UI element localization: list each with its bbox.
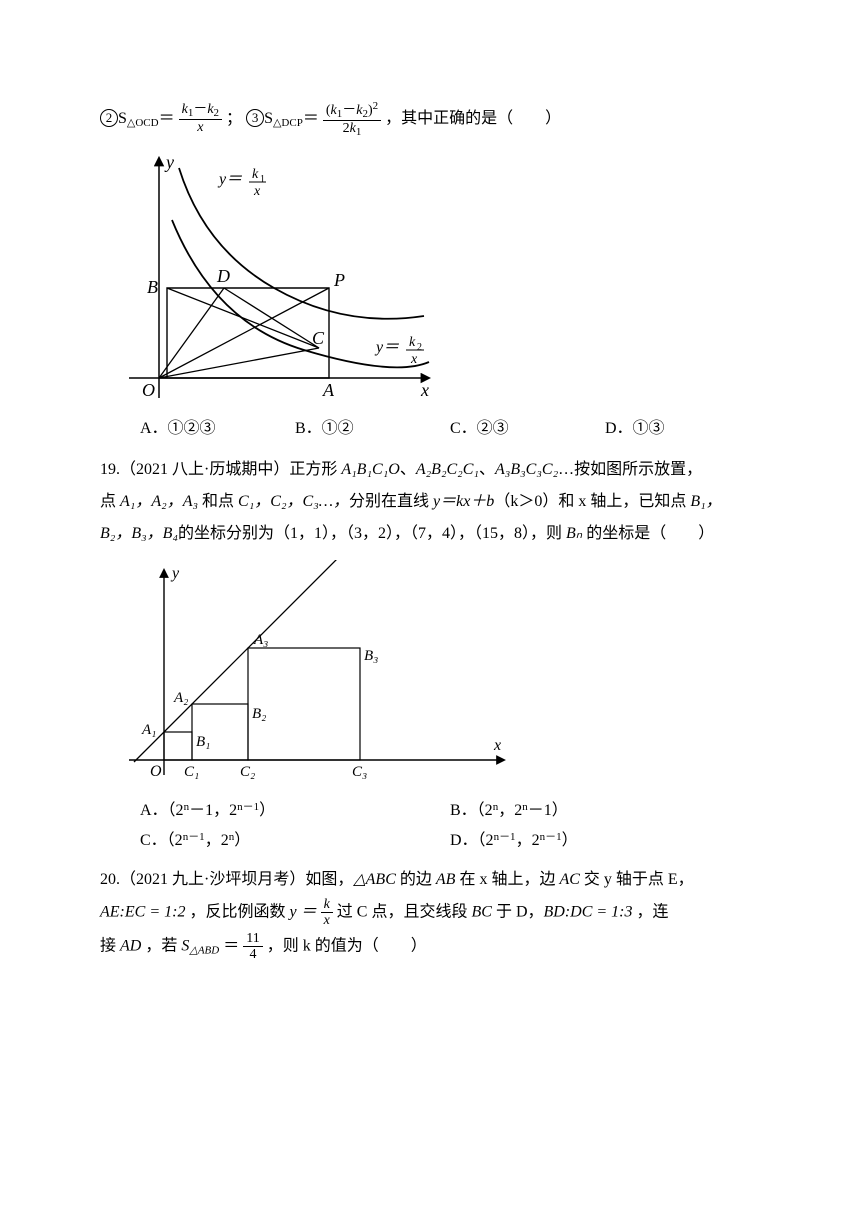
- q20-line2: AE:EC = 1:2 ，反比例函数 y ＝ k x 过 C 点，且交线段 BC…: [100, 897, 760, 929]
- q18-statements: 2②SS△OCD＝ k1－k2 x ； 3S△DCP＝ (k1－k2)2 2k1…: [100, 100, 760, 138]
- q19-opt-d[interactable]: D．（2n－1，2n－1）: [450, 826, 760, 856]
- q19-opt-b[interactable]: B．（2n，2n－1）: [450, 796, 760, 826]
- svg-text:x: x: [420, 380, 429, 400]
- svg-text:y: y: [164, 152, 174, 172]
- svg-text:A₁: A₁: [141, 722, 156, 738]
- circled-3: 3: [246, 109, 264, 127]
- svg-text:A: A: [322, 380, 335, 400]
- q18-diagram: O A B D P C x y y＝ k1 x y＝ k2 x: [124, 148, 760, 408]
- q19-opt-a[interactable]: A．（2n－1，2n－1）: [140, 796, 450, 826]
- svg-text:k: k: [252, 167, 259, 182]
- svg-text:A₃: A₃: [253, 632, 268, 648]
- q18-opt-d[interactable]: D．①③: [605, 414, 760, 444]
- sub-ocd: △OCD: [127, 117, 159, 129]
- svg-text:k: k: [409, 335, 416, 350]
- q18-opt-a[interactable]: A．①②③: [140, 414, 295, 444]
- q18-opt-c[interactable]: C．②③: [450, 414, 605, 444]
- svg-text:C₃: C₃: [352, 764, 367, 780]
- circled-2: 2: [100, 109, 118, 127]
- q20-line1: 20.（2021 九上·沙坪坝月考）如图，△ABC 的边 AB 在 x 轴上，边…: [100, 865, 760, 895]
- svg-text:x: x: [253, 184, 261, 199]
- eq2: ＝: [303, 110, 319, 127]
- q20-frac: k x: [321, 897, 333, 929]
- svg-text:B₂: B₂: [252, 706, 266, 722]
- svg-text:O: O: [142, 380, 155, 400]
- svg-text:C: C: [312, 328, 325, 348]
- svg-text:x: x: [493, 737, 501, 754]
- svg-text:D: D: [216, 266, 230, 286]
- q19-opt-c[interactable]: C．（2n－1，2n）: [140, 826, 450, 856]
- svg-text:A₂: A₂: [173, 690, 188, 706]
- svg-text:y＝: y＝: [374, 339, 399, 356]
- svg-text:B₁: B₁: [196, 734, 210, 750]
- q18-opt-b[interactable]: B．①②: [295, 414, 450, 444]
- q18-options: A．①②③ B．①② C．②③ D．①③: [140, 414, 760, 444]
- q19-options: A．（2n－1，2n－1） B．（2n，2n－1） C．（2n－1，2n） D．…: [140, 796, 760, 857]
- svg-text:P: P: [333, 270, 345, 290]
- frac-dcp: (k1－k2)2 2k1: [323, 100, 381, 138]
- svg-text:B₃: B₃: [364, 648, 378, 664]
- eq1: ＝: [159, 110, 175, 127]
- q19-line1: 19.（2021 八上·历城期中）正方形 A₁B₁C₁O、A₂B₂C₂C₁、A₃…: [100, 455, 760, 485]
- q19-diagram: O x y A₁ B₁ C₁ A₂ B₂ C₂ A₃ B₃ C₃: [124, 560, 760, 790]
- svg-text:2: 2: [417, 342, 422, 353]
- q19-line3: B₂，B₃，B₄的坐标分别为（1，1），（3，2），（7，4），（15，8），则…: [100, 519, 760, 549]
- q18-tail: ，其中正确的是（ ）: [385, 110, 561, 127]
- svg-text:C₂: C₂: [240, 764, 255, 780]
- q19-line2: 点 A₁，A₂，A₃ 和点 C₁，C₂，C₃…，分别在直线 y＝kx＋b（k＞0…: [100, 487, 760, 517]
- svg-text:O: O: [150, 763, 162, 780]
- svg-text:y: y: [170, 565, 180, 582]
- svg-text:y＝: y＝: [217, 171, 242, 188]
- sep: ；: [226, 110, 242, 127]
- svg-text:B: B: [147, 277, 158, 297]
- svg-text:C₁: C₁: [184, 764, 199, 780]
- q20-frac2: 11 4: [243, 931, 262, 963]
- svg-text:1: 1: [260, 174, 265, 185]
- sub-dcp: △DCP: [273, 117, 303, 129]
- frac-ocd: k1－k2 x: [179, 102, 222, 135]
- q20-line3: 接 AD ，若 S△ABD ＝ 11 4 ，则 k 的值为（ ）: [100, 931, 760, 963]
- svg-text:x: x: [410, 352, 418, 367]
